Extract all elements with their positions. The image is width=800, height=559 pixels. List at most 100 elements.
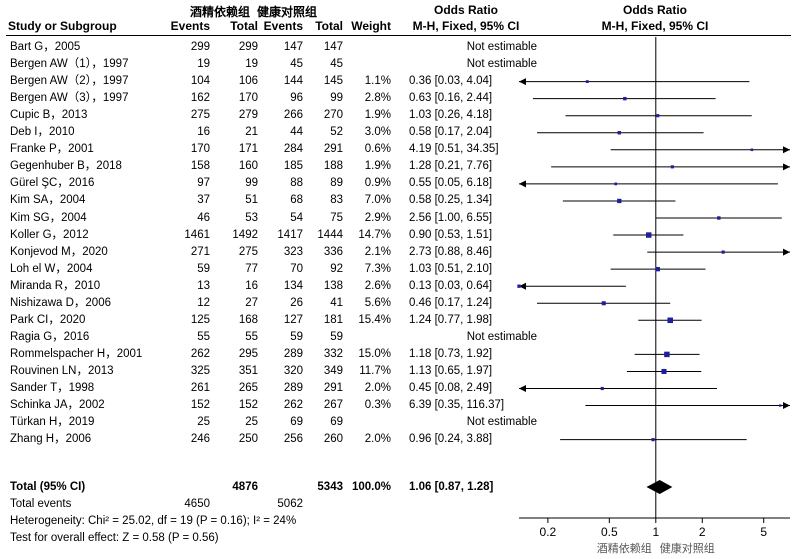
row-ci-text: 0.90 [0.53, 1.51] — [409, 228, 493, 241]
row-study: Rouvinen LN，2013 — [10, 364, 114, 377]
row-t1: 351 — [238, 364, 258, 377]
ci-arrow-right — [783, 402, 790, 410]
row-weight: 7.3% — [364, 262, 391, 275]
row-t1: 168 — [238, 313, 258, 326]
odds-ratio-left-title: Odds Ratio — [433, 3, 498, 17]
row-study: Bergen AW（2），1997 — [10, 75, 129, 88]
point-estimate — [750, 148, 754, 152]
row-t2: 1444 — [317, 228, 343, 241]
row-e1: 125 — [190, 313, 210, 326]
row-ci-text: 0.96 [0.24, 3.88] — [409, 433, 493, 446]
row-weight: 5.6% — [364, 296, 391, 309]
row-t2: 336 — [323, 245, 343, 258]
row-study: Gegenhuber B，2018 — [10, 160, 122, 173]
total-ci: 1.06 [0.87, 1.28] — [409, 481, 494, 493]
row-e1: 25 — [197, 416, 210, 429]
row-weight: 2.9% — [364, 211, 391, 224]
row-weight: 2.1% — [364, 245, 391, 258]
row-study: Nishizawa D，2006 — [10, 296, 111, 309]
row-e2: 262 — [283, 399, 303, 412]
x-tick-label: 0.2 — [540, 525, 557, 539]
point-estimate — [517, 284, 521, 288]
method-right-header: M-H, Fixed, 95% CI — [601, 19, 709, 33]
x-tick-label: 2 — [699, 525, 706, 539]
row-t2: 349 — [323, 364, 343, 377]
row-e1: 104 — [190, 75, 210, 88]
total-events-label: Total events — [10, 498, 72, 510]
row-ci-text: 1.24 [0.77, 1.98] — [409, 313, 493, 326]
row-e1: 19 — [197, 58, 210, 71]
events2-column-header: Events — [263, 19, 303, 33]
total-events1: 4650 — [184, 498, 210, 510]
row-t1: 53 — [245, 211, 258, 224]
row-e1: 16 — [197, 126, 210, 139]
row-ci-text: 1.18 [0.73, 1.92] — [409, 347, 493, 360]
point-estimate — [617, 198, 622, 204]
row-study: Bergen AW（1），1997 — [10, 58, 129, 71]
row-weight: 0.6% — [364, 143, 391, 156]
row-study: Kim SG，2004 — [10, 211, 87, 224]
row-weight: 3.0% — [364, 126, 391, 139]
row-study: Sander T，1998 — [10, 382, 95, 394]
point-estimate — [717, 216, 721, 220]
row-study: Bart G，2005 — [10, 41, 81, 53]
pooled-diamond — [646, 480, 673, 494]
row-e1: 170 — [190, 143, 210, 156]
row-t2: 45 — [330, 58, 343, 71]
row-e2: 144 — [283, 75, 303, 88]
row-t2: 291 — [323, 382, 343, 394]
row-e1: 158 — [190, 160, 210, 173]
row-e1: 162 — [190, 92, 210, 105]
point-estimate — [721, 250, 725, 254]
row-ci-text: 0.63 [0.16, 2.44] — [409, 92, 493, 105]
ci-arrow-left — [519, 180, 526, 188]
row-weight: 15.4% — [358, 313, 391, 326]
point-estimate — [614, 182, 618, 186]
method-left-header: M-H, Fixed, 95% CI — [412, 19, 520, 33]
ci-arrow-right — [783, 146, 790, 154]
total-weight: 100.0% — [351, 481, 391, 493]
ci-arrow-right — [783, 163, 790, 171]
row-t1: 21 — [245, 126, 258, 139]
x-tick-label: 0.5 — [601, 525, 618, 539]
row-t1: 250 — [238, 433, 258, 446]
row-ci-text: 2.73 [0.88, 8.46] — [409, 245, 493, 258]
row-weight: 1.1% — [364, 75, 391, 88]
row-study: Konjevod M，2020 — [10, 245, 108, 258]
row-t2: 83 — [330, 194, 343, 207]
total1-column-header: Total — [230, 19, 258, 33]
row-ci-text: Not estimable — [466, 58, 537, 71]
row-t1: 51 — [245, 194, 258, 207]
row-ci-text: 0.58 [0.25, 1.34] — [409, 194, 493, 207]
row-study: Rommelspacher H，2001 — [10, 347, 143, 360]
row-e2: 256 — [283, 433, 303, 446]
row-t1: 299 — [238, 41, 258, 53]
point-estimate — [601, 301, 606, 306]
row-e1: 12 — [197, 296, 210, 309]
row-weight: 11.7% — [359, 364, 391, 377]
point-estimate — [664, 351, 670, 358]
row-t1: 25 — [245, 416, 258, 429]
row-e1: 1461 — [184, 228, 210, 241]
row-e2: 88 — [290, 177, 303, 190]
row-t2: 138 — [323, 279, 343, 292]
point-estimate — [655, 266, 660, 272]
row-ci-text: 2.56 [1.00, 6.55] — [409, 211, 493, 224]
row-e2: 68 — [290, 194, 303, 207]
row-e1: 261 — [190, 382, 210, 394]
row-t2: 99 — [330, 92, 343, 105]
row-t2: 181 — [323, 313, 343, 326]
row-t1: 1492 — [232, 228, 258, 241]
row-t1: 27 — [245, 296, 258, 309]
row-t1: 170 — [238, 92, 258, 105]
ci-arrow-left — [519, 78, 526, 86]
row-e2: 59 — [290, 330, 303, 343]
row-weight: 1.9% — [364, 160, 391, 173]
favours-left-label: 酒精依赖组 — [597, 541, 652, 555]
row-e2: 284 — [283, 143, 303, 156]
row-study: Koller G，2012 — [10, 228, 89, 241]
row-weight: 7.0% — [364, 194, 391, 207]
group2-header: 健康对照组 — [256, 5, 317, 19]
row-e2: 26 — [290, 296, 303, 309]
row-e2: 289 — [283, 382, 303, 394]
